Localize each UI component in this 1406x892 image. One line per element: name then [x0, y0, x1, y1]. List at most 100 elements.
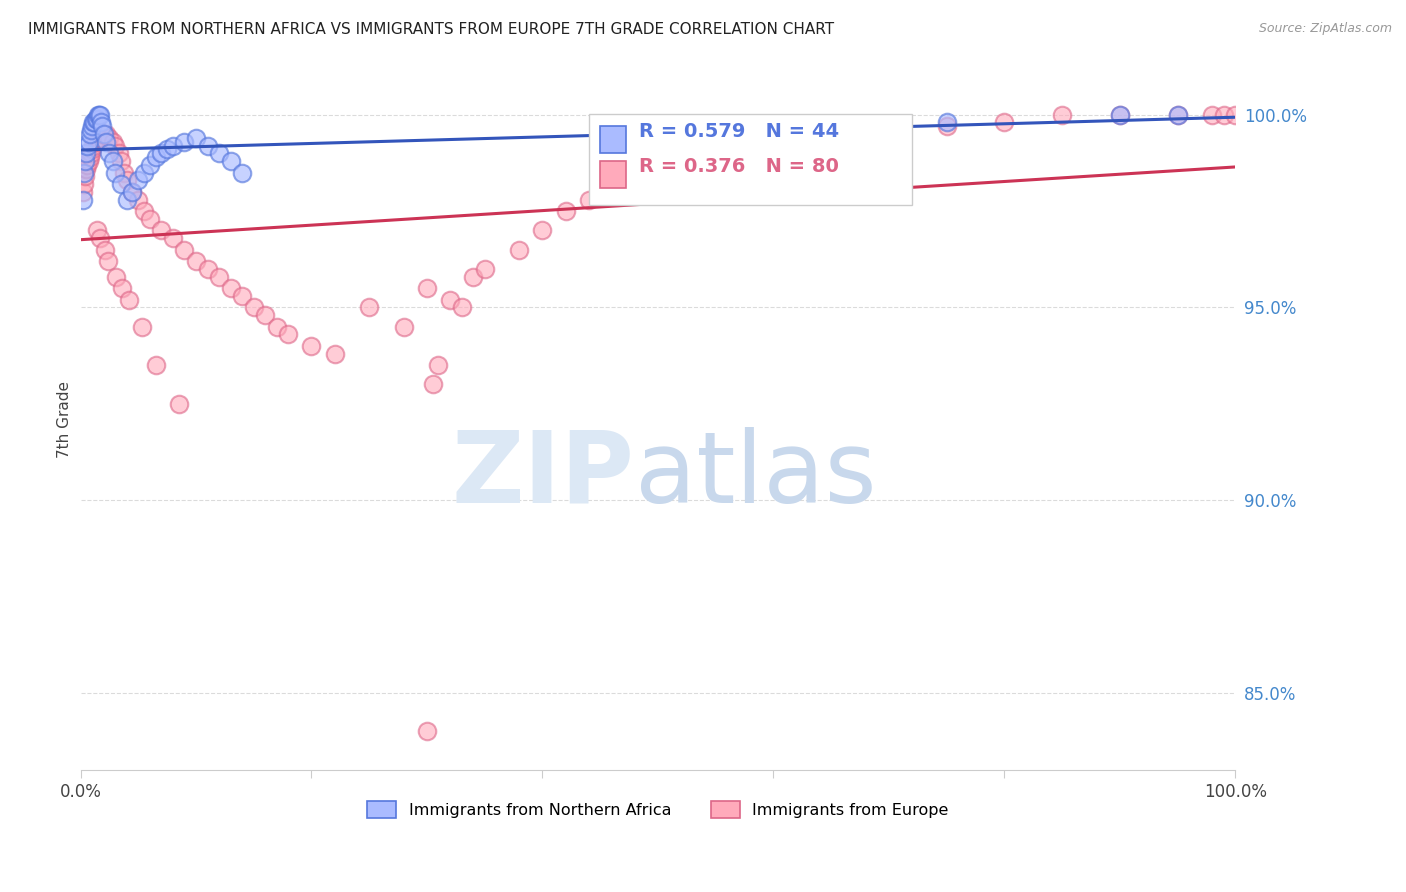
Point: [75, 146, 97, 161]
Point: [75, 169, 97, 184]
Point: [145, 150, 167, 164]
Point: [110, 153, 132, 168]
Point: [704, 146, 727, 161]
Point: [242, 301, 264, 315]
Point: [266, 319, 288, 334]
Point: [73, 165, 96, 179]
Point: [231, 289, 253, 303]
Point: [87, 131, 110, 145]
Point: [72, 185, 94, 199]
Point: [110, 177, 132, 191]
Point: [184, 131, 207, 145]
Point: [1212, 108, 1234, 122]
Point: [98, 131, 121, 145]
Legend: Immigrants from Northern Africa, Immigrants from Europe: Immigrants from Northern Africa, Immigra…: [360, 795, 955, 825]
Point: [647, 165, 669, 179]
Point: [80, 146, 103, 161]
Point: [77, 135, 100, 149]
Point: [716, 127, 738, 141]
Point: [94, 127, 117, 141]
Point: [554, 204, 576, 219]
Point: [97, 254, 120, 268]
Point: [219, 281, 242, 295]
Point: [416, 724, 439, 739]
Text: atlas: atlas: [636, 426, 876, 524]
Point: [112, 165, 135, 179]
Point: [121, 185, 143, 199]
Point: [127, 173, 149, 187]
Point: [115, 173, 138, 187]
Point: [935, 120, 957, 134]
Point: [1201, 108, 1223, 122]
Point: [427, 358, 450, 372]
Point: [82, 138, 104, 153]
Point: [82, 115, 104, 129]
Point: [84, 112, 107, 126]
Point: [167, 397, 190, 411]
Point: [150, 146, 173, 161]
Point: [73, 177, 96, 191]
Point: [94, 135, 117, 149]
Point: [600, 185, 623, 199]
Point: [624, 177, 647, 191]
Bar: [600, 126, 626, 153]
Point: [90, 127, 112, 141]
Point: [132, 165, 155, 179]
Point: [820, 127, 842, 141]
Bar: [600, 161, 626, 187]
Y-axis label: 7th Grade: 7th Grade: [58, 381, 72, 458]
Point: [75, 153, 97, 168]
Point: [101, 135, 124, 149]
Point: [1167, 108, 1189, 122]
Point: [80, 123, 103, 137]
Point: [1167, 108, 1189, 122]
Point: [150, 223, 173, 237]
Point: [173, 243, 195, 257]
Point: [76, 138, 98, 153]
Point: [450, 301, 472, 315]
Point: [197, 138, 219, 153]
Point: [877, 123, 900, 137]
Point: [131, 319, 153, 334]
Text: IMMIGRANTS FROM NORTHERN AFRICA VS IMMIGRANTS FROM EUROPE 7TH GRADE CORRELATION : IMMIGRANTS FROM NORTHERN AFRICA VS IMMIG…: [28, 22, 834, 37]
Point: [208, 146, 231, 161]
Point: [105, 269, 128, 284]
Point: [219, 153, 242, 168]
Point: [254, 308, 277, 322]
Point: [162, 138, 184, 153]
Point: [83, 115, 105, 129]
Text: R = 0.579   N = 44: R = 0.579 N = 44: [640, 122, 839, 141]
Point: [87, 108, 110, 122]
Point: [79, 127, 101, 141]
Point: [84, 135, 107, 149]
Point: [98, 146, 121, 161]
Point: [145, 358, 167, 372]
Text: Source: ZipAtlas.com: Source: ZipAtlas.com: [1258, 22, 1392, 36]
Point: [993, 115, 1015, 129]
Point: [439, 293, 461, 307]
Point: [75, 161, 97, 176]
Point: [1108, 108, 1130, 122]
Point: [76, 158, 98, 172]
Point: [474, 261, 496, 276]
Point: [1225, 108, 1247, 122]
Point: [127, 193, 149, 207]
Point: [83, 135, 105, 149]
Point: [101, 153, 124, 168]
Point: [86, 223, 108, 237]
Point: [531, 223, 554, 237]
Point: [93, 127, 115, 141]
Point: [208, 269, 231, 284]
Point: [107, 146, 129, 161]
Point: [935, 115, 957, 129]
Point: [197, 261, 219, 276]
Point: [1108, 108, 1130, 122]
Point: [277, 327, 299, 342]
Point: [91, 120, 114, 134]
Point: [121, 185, 143, 199]
Point: [463, 269, 485, 284]
Point: [820, 120, 842, 134]
Point: [323, 346, 346, 360]
Point: [93, 127, 115, 141]
Point: [104, 165, 127, 179]
